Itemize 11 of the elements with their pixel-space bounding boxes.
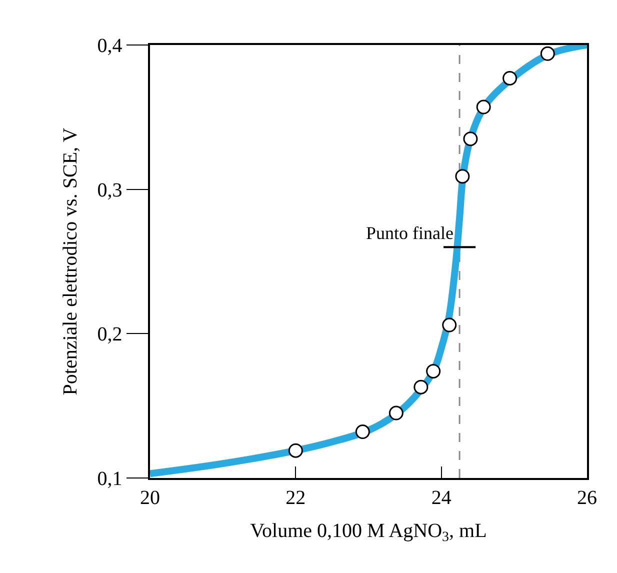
annotation: Punto finale: [366, 223, 454, 243]
x-tick-label: 24: [431, 486, 452, 509]
y-tick-label: 0,4: [97, 35, 122, 57]
y-tick-label: 0,3: [97, 179, 122, 202]
y-tick-label: 0,2: [97, 324, 122, 346]
x-tick-label: 26: [577, 486, 597, 509]
y-tick-label: 0,1: [97, 468, 122, 490]
y-axis-title: Potenziale elettrodico vs. SCE, V: [59, 127, 82, 396]
x-tick-label: 22: [286, 486, 306, 509]
x-tick-label: 20: [140, 486, 160, 509]
x-axis-title: Volume 0,100 M AgNO$_{3}$, mL: [250, 520, 487, 545]
